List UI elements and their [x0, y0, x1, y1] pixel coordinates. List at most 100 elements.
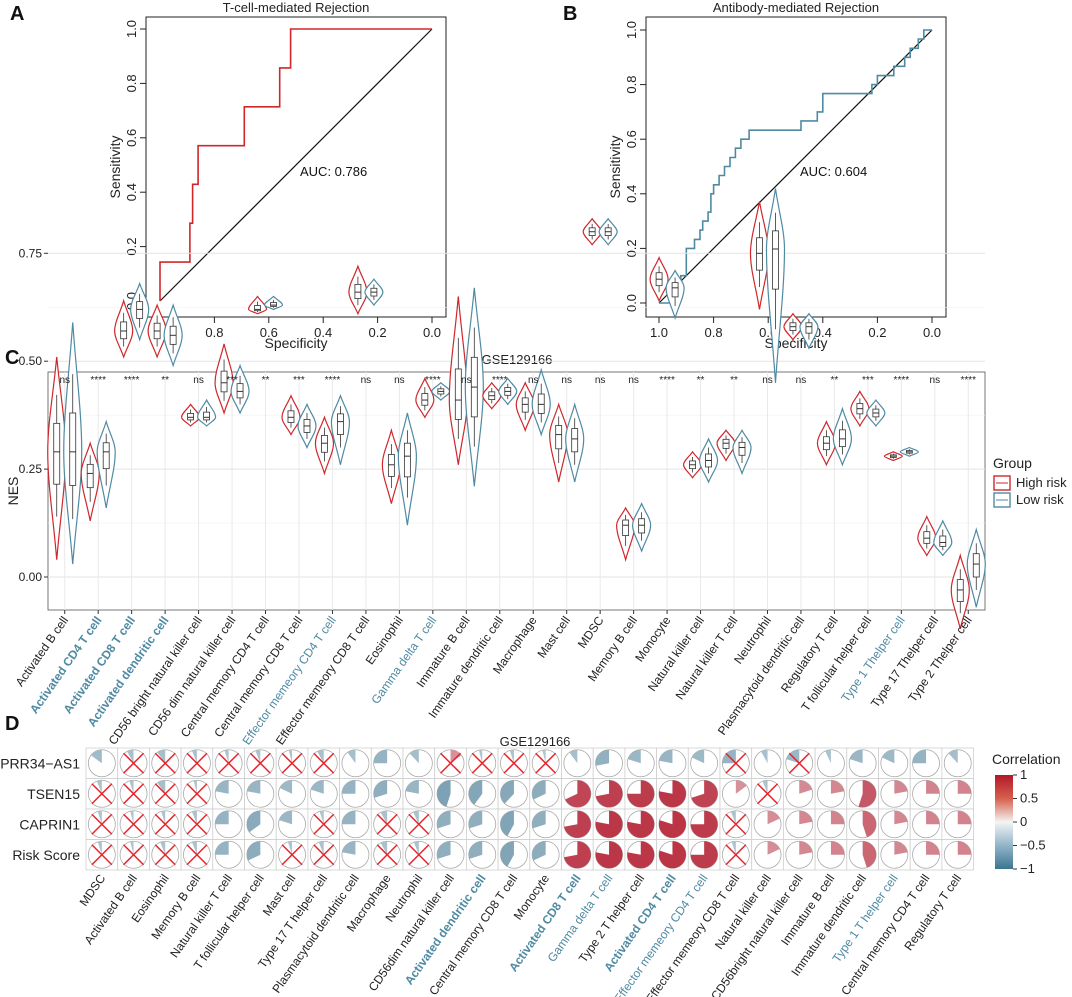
heatmap-pie: [862, 810, 877, 838]
heatmap-pie: [830, 810, 845, 825]
violin-low-risk-box: [972, 553, 980, 578]
heatmap-pie: [532, 780, 546, 800]
heatmap-pie: [948, 749, 958, 764]
heatmap-nonsig-cross: [249, 752, 271, 774]
violin-low-risk-box: [772, 230, 779, 290]
heatmap-pie: [500, 780, 514, 804]
heatmap-nonsig-cross: [503, 752, 525, 774]
heatmap-nonsig-cross: [91, 813, 113, 835]
roc-b-diagonal: [658, 29, 933, 304]
heatmap-pie: [157, 749, 166, 764]
violin-low-risk-box: [738, 441, 746, 456]
violin-xtick-label: MDSC: [575, 613, 607, 650]
roc-a-xtick-label: 0.2: [369, 325, 387, 340]
roc-a-ytick-label: 0.2: [124, 238, 139, 256]
significance-label: **: [161, 375, 169, 386]
significance-label: ns: [528, 375, 539, 386]
heatmap-legend-tick-label: 0.5: [1020, 791, 1038, 806]
heatmap-pie: [347, 749, 356, 764]
heatmap-pie: [160, 841, 166, 855]
heatmap-pie: [690, 810, 718, 838]
roc-b-curve: [659, 29, 932, 304]
heatmap-pie: [767, 810, 780, 825]
heatmap-pie: [478, 749, 483, 764]
heatmap-pie: [129, 780, 134, 794]
heatmap-pie: [957, 810, 972, 825]
heatmap-legend-bar: [995, 775, 1013, 869]
roc-a-ytick-label: 1.0: [124, 20, 139, 38]
heatmap-pie: [735, 780, 747, 794]
heatmap-pie: [319, 810, 324, 825]
heatmap-pie: [627, 810, 655, 838]
roc-a-diagonal: [159, 28, 433, 302]
heatmap-pie: [130, 810, 134, 825]
violin-high-risk-box: [521, 397, 529, 413]
heatmap-legend-title: Correlation: [992, 751, 1060, 767]
heatmap-title: GSE129166: [500, 734, 571, 749]
violin-low-risk-box: [671, 282, 679, 298]
heatmap-nonsig-cross: [281, 752, 303, 774]
violin-low-risk-box: [403, 442, 411, 478]
heatmap-legend-tick-label: 0: [1020, 814, 1027, 829]
roc-a-ytick-label: 0.6: [124, 129, 139, 147]
panel-label-c: C: [5, 347, 19, 369]
heatmap-pie: [246, 810, 261, 833]
roc-b-ytick-label: 1.0: [624, 21, 639, 39]
heatmap-pie: [658, 841, 686, 869]
roc-a-yticks: 0.00.20.40.60.81.0: [124, 20, 146, 310]
violin-xtick-label: Type 2 Thelper cell: [905, 614, 974, 705]
roc-b-ytick-label: 0.6: [624, 130, 639, 148]
heatmap-nonsig-cross: [186, 813, 208, 835]
significance-label: ns: [59, 375, 70, 386]
heatmap-nonsig-cross: [725, 813, 747, 835]
violin-low-risk-box: [136, 301, 144, 319]
significance-label: **: [831, 375, 839, 386]
violin-yticks: 0.00 0.25 0.50 0.75: [19, 246, 48, 584]
significance-label: ****: [960, 375, 976, 386]
heatmap-pie: [894, 810, 908, 825]
panel-label-d: D: [5, 713, 19, 735]
violin-ytick-label: 0.25: [19, 462, 43, 476]
heatmap-nonsig-cross: [281, 844, 303, 866]
heatmap-nonsig-cross: [376, 844, 398, 866]
heatmap-pie: [799, 841, 813, 855]
significance-label: **: [730, 375, 738, 386]
heatmap-pie: [380, 810, 388, 825]
heatmap-nonsig-cross: [123, 844, 145, 866]
violin-high-risk-box: [387, 454, 395, 477]
legend-label-high: High risk: [1016, 475, 1067, 490]
roc-b-xtick-label: 0.8: [705, 325, 723, 340]
violin-ylabel: NES: [5, 477, 21, 506]
heatmap-pie: [532, 841, 546, 861]
violin-low-risk-box: [337, 413, 344, 435]
heatmap-pie: [858, 780, 877, 808]
roc-a-ylabel: Sensitivity: [107, 135, 123, 198]
significance-label: ****: [90, 375, 106, 386]
heatmap-pie: [191, 810, 197, 825]
violin-significance: ns **** **** ** ns *** ** *** **** ns ns **** ns ****…: [59, 375, 976, 386]
violin-high-risk-box: [722, 438, 730, 449]
violin-high-risk-box: [287, 410, 295, 423]
heatmap-nonsig-cross: [408, 813, 430, 835]
heatmap-nonsig-cross: [376, 813, 398, 835]
heatmap-pie: [762, 780, 768, 794]
violin-legend: Group High risk Low risk: [993, 455, 1067, 508]
violin-high-risk-box: [86, 463, 94, 489]
roc-b-auc: AUC: 0.604: [800, 164, 867, 179]
heatmap-nonsig-cross: [313, 813, 335, 835]
heatmap-pie: [509, 749, 514, 764]
heatmap-nonsig-cross: [440, 752, 462, 774]
heatmap-pie: [926, 841, 940, 855]
heatmap-nonsig-cross: [123, 783, 145, 805]
heatmap-legend-tick-label: −1: [1020, 861, 1035, 876]
heatmap-pie: [161, 810, 166, 825]
heatmap-pie: [894, 780, 908, 794]
roc-b-frame: [645, 16, 947, 318]
heatmap-row-label: TSEN15: [27, 786, 80, 802]
heatmap-nonsig-cross: [471, 752, 493, 774]
significance-label: ns: [930, 375, 941, 386]
roc-a-xtick-label: 0.6: [260, 325, 278, 340]
roc-b-xtick-label: 1.0: [650, 325, 668, 340]
violin-high-risk-box: [220, 370, 228, 393]
